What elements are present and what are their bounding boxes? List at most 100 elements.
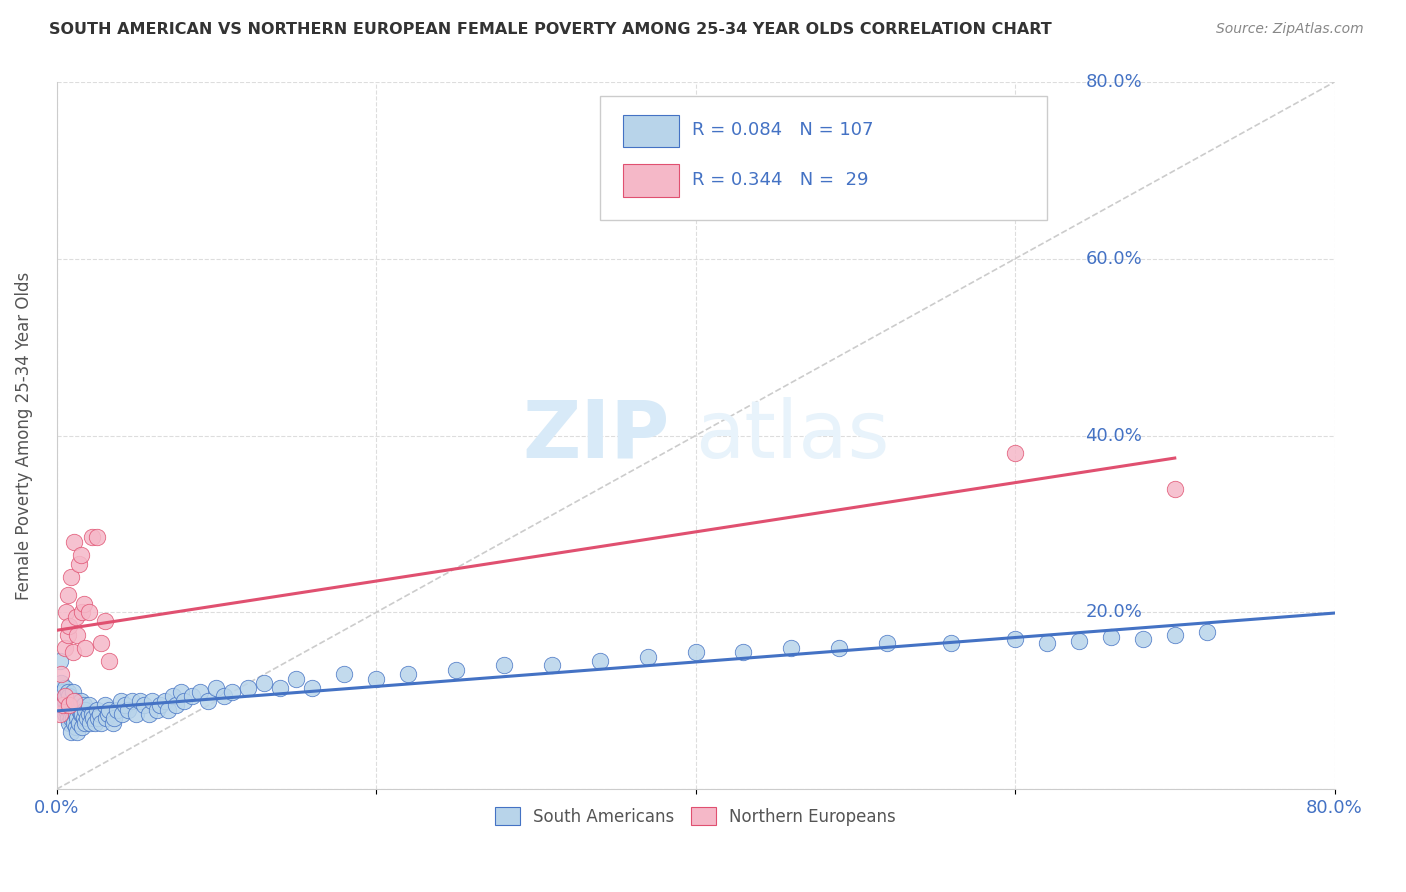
Point: [80, 707, 103, 722]
Point: [1004, 446, 1026, 460]
Point: [75, 715, 97, 730]
Point: [55, 606, 77, 620]
Point: [444, 663, 467, 677]
Point: [49, 707, 72, 722]
Point: [67, 557, 90, 571]
Point: [101, 715, 124, 730]
Point: [69, 694, 91, 708]
Point: [67, 715, 90, 730]
Point: [589, 654, 612, 668]
Text: 20.0%: 20.0%: [1085, 603, 1142, 622]
Point: [162, 690, 184, 704]
Point: [221, 685, 243, 699]
Point: [1004, 632, 1026, 646]
Point: [86, 703, 108, 717]
Point: [80, 530, 103, 544]
Point: [69, 548, 91, 562]
Point: [79, 715, 101, 730]
Point: [59, 724, 82, 739]
Point: [492, 658, 515, 673]
Point: [939, 636, 962, 650]
Point: [76, 711, 98, 725]
Point: [98, 703, 121, 717]
Point: [65, 720, 87, 734]
Point: [364, 672, 387, 686]
Point: [110, 694, 132, 708]
Point: [73, 711, 96, 725]
Point: [181, 690, 204, 704]
Point: [65, 694, 87, 708]
Point: [62, 711, 84, 725]
Legend: South Americans, Northern Europeans: South Americans, Northern Europeans: [486, 799, 904, 834]
Point: [55, 703, 77, 717]
Point: [90, 715, 112, 730]
Point: [876, 636, 898, 650]
Point: [90, 636, 112, 650]
Point: [190, 685, 212, 699]
Point: [77, 606, 100, 620]
Point: [56, 588, 79, 602]
Point: [540, 658, 562, 673]
Text: 80.0%: 80.0%: [1085, 73, 1142, 91]
Text: atlas: atlas: [696, 397, 890, 475]
Point: [333, 667, 356, 681]
Point: [53, 694, 76, 708]
Point: [1067, 633, 1090, 648]
Point: [70, 707, 93, 722]
Point: [285, 672, 308, 686]
Point: [52, 703, 75, 717]
Point: [205, 681, 228, 695]
Text: Source: ZipAtlas.com: Source: ZipAtlas.com: [1216, 22, 1364, 37]
Point: [62, 645, 84, 659]
Point: [63, 534, 86, 549]
Point: [165, 698, 187, 713]
Point: [238, 681, 260, 695]
Point: [301, 681, 323, 695]
Point: [134, 698, 156, 713]
Text: R = 0.084   N = 107: R = 0.084 N = 107: [692, 121, 873, 139]
Point: [1132, 632, 1154, 646]
Point: [53, 640, 76, 655]
Point: [63, 715, 86, 730]
Point: [82, 711, 104, 725]
Point: [98, 654, 121, 668]
FancyBboxPatch shape: [600, 96, 1047, 220]
Point: [125, 707, 148, 722]
Point: [637, 649, 659, 664]
Text: ZIP: ZIP: [523, 397, 671, 475]
Point: [128, 694, 150, 708]
Point: [1099, 630, 1122, 644]
Point: [58, 698, 80, 713]
Point: [55, 690, 77, 704]
Point: [63, 703, 86, 717]
Point: [84, 715, 107, 730]
Point: [56, 685, 79, 699]
Point: [67, 703, 90, 717]
Point: [1164, 482, 1187, 496]
Point: [66, 711, 89, 725]
Point: [59, 698, 82, 713]
Point: [65, 707, 87, 722]
Point: [52, 698, 75, 713]
Point: [97, 707, 120, 722]
Point: [114, 698, 136, 713]
Point: [62, 685, 84, 699]
Point: [149, 698, 172, 713]
Point: [86, 530, 108, 544]
Point: [77, 698, 100, 713]
Point: [105, 703, 128, 717]
Point: [269, 681, 291, 695]
Point: [77, 707, 100, 722]
Point: [59, 711, 82, 725]
Point: [780, 640, 803, 655]
Point: [253, 676, 276, 690]
Point: [214, 690, 236, 704]
Text: R = 0.344   N =  29: R = 0.344 N = 29: [692, 170, 869, 188]
Point: [52, 685, 75, 699]
Point: [49, 654, 72, 668]
Point: [53, 681, 76, 695]
Point: [170, 685, 193, 699]
Point: [1195, 624, 1218, 639]
Point: [111, 707, 134, 722]
Point: [173, 694, 195, 708]
